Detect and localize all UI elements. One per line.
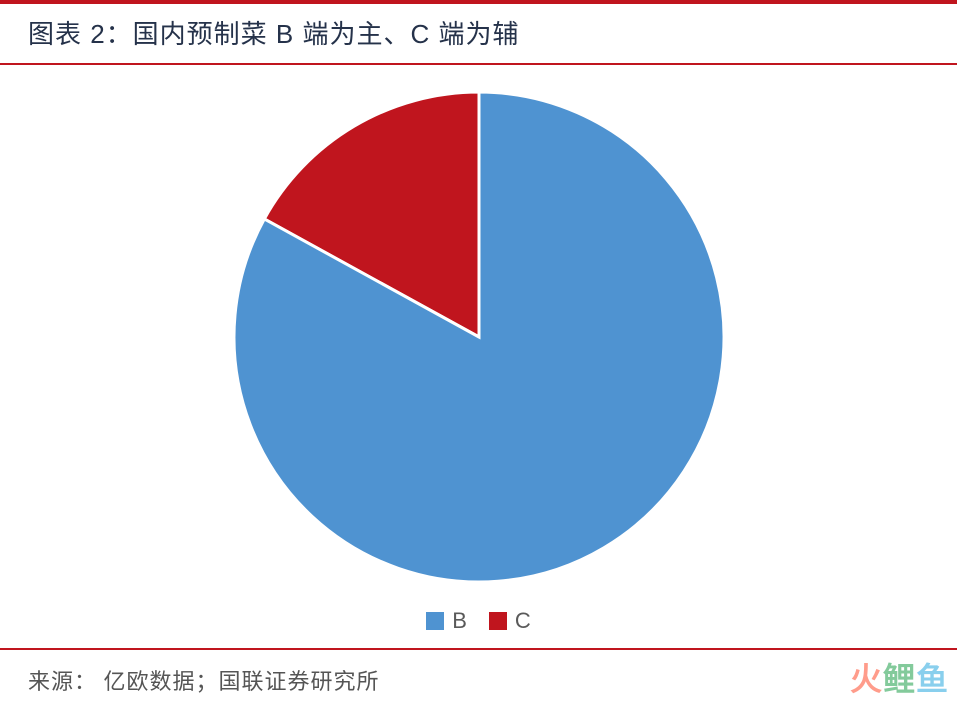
pie-svg [229, 87, 729, 587]
legend-item-B: B [426, 608, 467, 634]
legend-label-B: B [452, 608, 467, 634]
figure-container: 图表 2：国内预制菜 B 端为主、C 端为辅 BC 来源： 亿欧数据；国联证券研… [0, 0, 957, 706]
watermark: 火鲤鱼 [850, 654, 949, 700]
figure-title: 图表 2：国内预制菜 B 端为主、C 端为辅 [28, 19, 519, 49]
source-row: 来源： 亿欧数据；国联证券研究所 火鲤鱼 [0, 650, 957, 706]
watermark-char-1: 火 [850, 661, 883, 697]
pie-chart [229, 87, 729, 592]
title-row: 图表 2：国内预制菜 B 端为主、C 端为辅 [0, 4, 957, 63]
legend-swatch-B [426, 612, 444, 630]
watermark-char-2: 鲤 [883, 661, 916, 697]
chart-area: BC [0, 65, 957, 648]
source-prefix: 来源： [28, 669, 97, 694]
watermark-char-3: 鱼 [916, 661, 949, 697]
source-text: 亿欧数据；国联证券研究所 [104, 669, 380, 694]
legend: BC [426, 608, 531, 634]
legend-item-C: C [489, 608, 531, 634]
legend-swatch-C [489, 612, 507, 630]
legend-label-C: C [515, 608, 531, 634]
